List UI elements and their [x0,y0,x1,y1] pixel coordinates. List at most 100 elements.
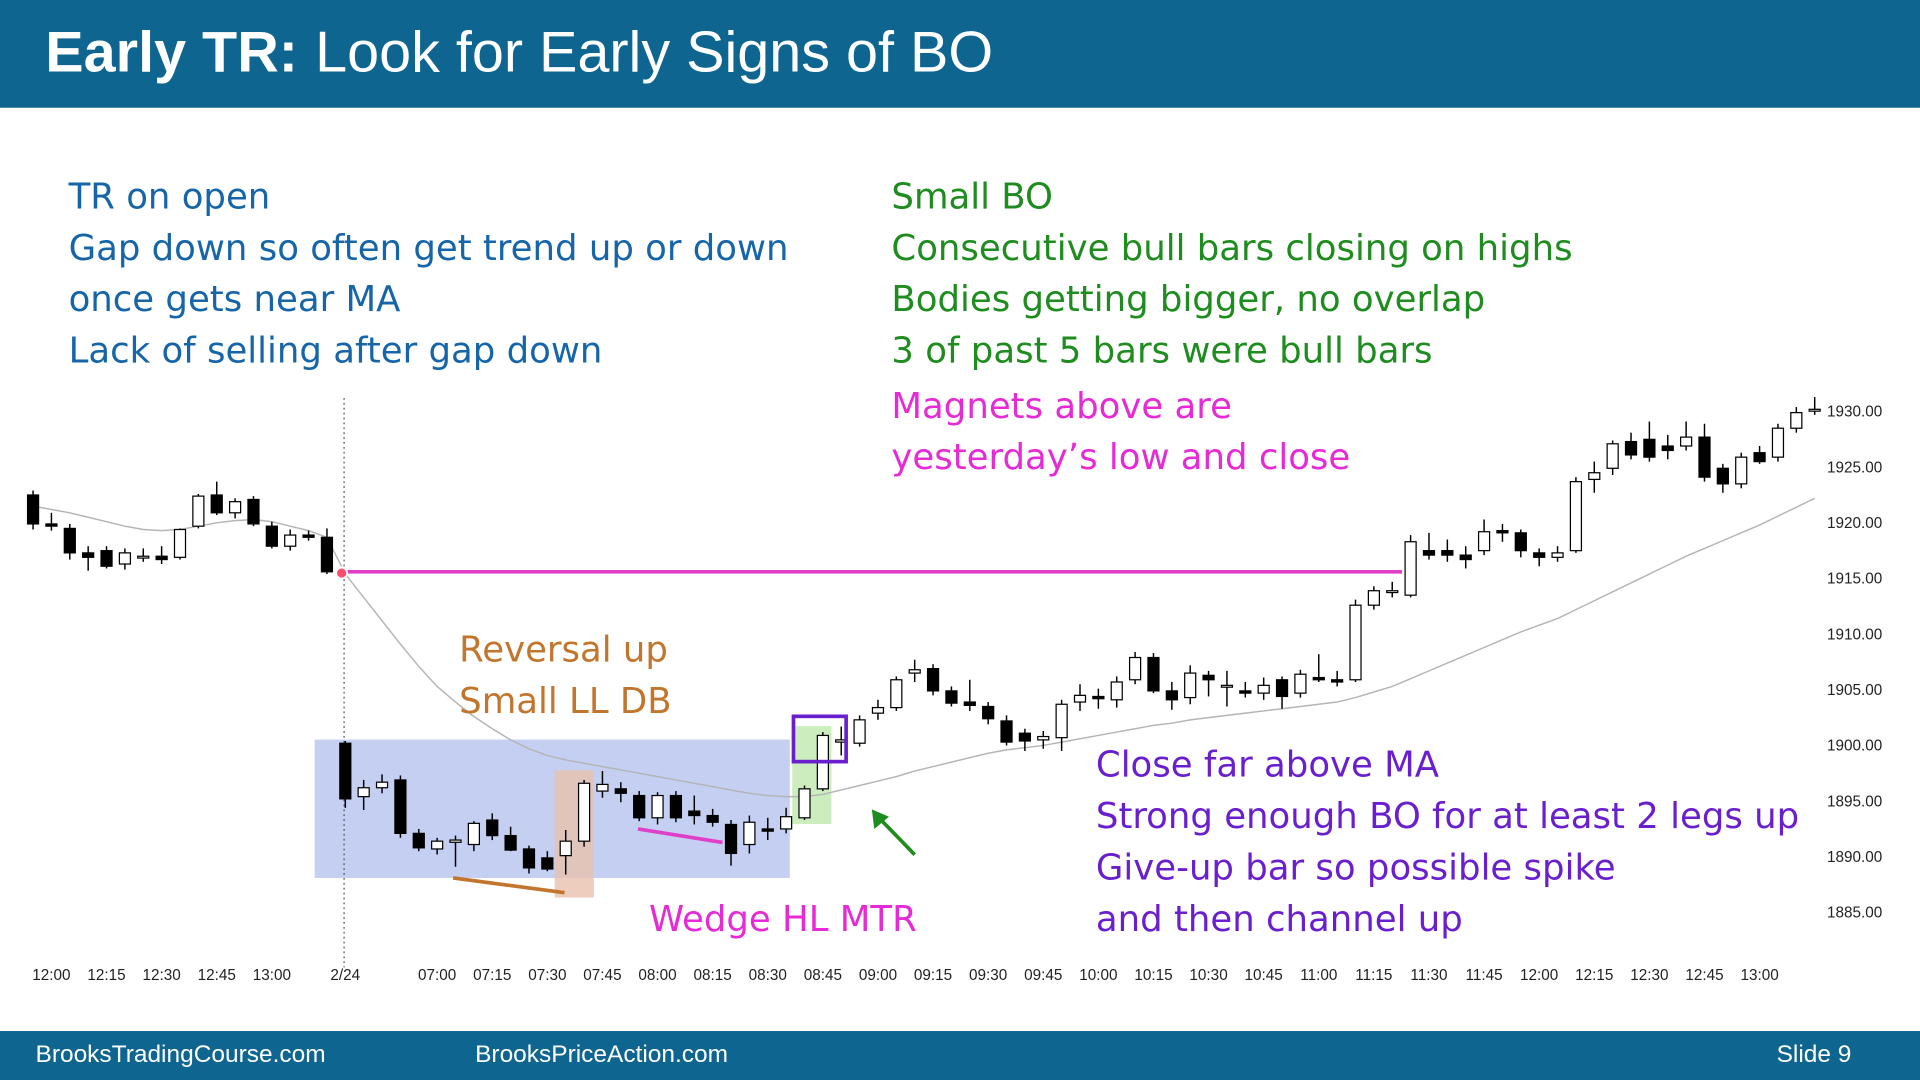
candle-body [1643,438,1656,458]
candle-body [1110,681,1123,701]
candle-body [1716,467,1729,485]
annotation-line: 3 of past 5 bars were bull bars [891,331,1432,372]
x-tick-label: 08:45 [804,967,842,984]
candle-body [26,494,40,525]
x-tick-label: 12:15 [87,967,125,984]
candle-body [926,668,940,692]
candle-body [1165,690,1178,701]
x-tick-label: 12:30 [1630,967,1668,984]
double-bottom-line [452,876,565,895]
candle-body [1661,445,1674,452]
candle-body [247,498,260,525]
candle-body [1441,550,1454,556]
y-tick-label: 1910.00 [1827,626,1882,643]
candle-body [1239,690,1252,694]
candle-body [890,679,903,709]
candle-body [1808,408,1821,412]
x-tick-label: 12:00 [32,967,70,984]
x-tick-label: 12:15 [1575,967,1613,984]
candle-body [504,834,517,851]
candle-body [1496,530,1509,534]
candle-body [1128,656,1142,681]
y-tick-label: 1920.00 [1827,515,1882,532]
arrow-head [871,809,889,829]
candle-body [118,552,132,565]
candle-body [45,523,58,527]
candle-body [1698,436,1711,478]
candle-body [339,742,352,800]
candle-body [1092,695,1105,700]
giveup-bar-box [791,714,848,764]
x-tick-label: 2/24 [330,967,360,984]
candle-body [1275,679,1289,698]
candle-body [173,528,187,558]
x-tick-label: 08:00 [638,967,676,984]
x-tick-label: 08:30 [749,967,787,984]
x-tick-label: 09:45 [1024,967,1062,984]
candle-body [596,783,609,792]
annotation-line: Gap down so often get trend up or down [69,228,789,269]
x-tick-label: 11:00 [1300,967,1337,984]
x-tick-label: 07:45 [583,967,621,984]
candle-body [724,823,738,855]
candle-body [394,779,407,834]
candle-body [1790,412,1803,429]
annotation-line: Wedge HL MTR [649,899,917,940]
footer-left: BrooksTradingCourse.com [36,1041,326,1068]
candle-body [412,832,425,849]
candle-body [1184,672,1197,699]
candle-body [1147,656,1160,692]
candle-body [761,828,774,832]
candle-body [1055,703,1068,739]
candle-body [431,840,444,850]
candle-body [1459,554,1472,561]
range-box [314,739,790,878]
candle-body [963,701,976,706]
candle-body [577,782,591,842]
candle-body [155,555,168,561]
annotation-line: Small BO [891,176,1053,217]
y-tick-label: 1890.00 [1827,849,1882,866]
candle-body [1680,436,1693,447]
candle-body [1331,679,1344,683]
candle-body [982,705,995,720]
candle-body [1735,456,1748,485]
candle-body [1588,472,1601,481]
x-tick-label: 07:00 [418,967,456,984]
candle-body [210,494,223,514]
candle-body [1569,481,1583,552]
x-tick-label: 10:15 [1134,967,1172,984]
x-tick-label: 12:45 [198,967,236,984]
x-tick-label: 13:00 [253,967,291,984]
candle-body [284,534,297,547]
candle-body [1312,676,1325,681]
y-tick-label: 1905.00 [1827,682,1882,699]
candle-body [302,534,315,538]
annotation-line: Bodies getting bigger, no overlap [891,279,1485,320]
y-tick-label: 1925.00 [1827,459,1882,476]
candle-body [1624,440,1638,456]
annotation-line: Consecutive bull bars closing on highs [891,228,1572,269]
candle-body [1202,674,1215,681]
candle-body [100,550,113,567]
candle-body [375,781,389,789]
candle-body [1771,427,1785,458]
x-tick-label: 12:00 [1520,967,1558,984]
candle-body [1514,532,1527,552]
candle-body [706,814,719,823]
candle-body [1073,694,1087,703]
annotation-line: and then channel up [1096,899,1463,940]
x-tick-label: 12:30 [142,967,180,984]
candle-body [320,536,334,573]
candle-body [1422,550,1436,556]
x-tick-label: 09:15 [914,967,952,984]
annotation-line: Reversal up [459,629,668,670]
x-tick-label: 09:00 [859,967,897,984]
x-tick-label: 13:00 [1740,967,1778,984]
candle-body [1037,735,1050,741]
candle-body [651,794,664,819]
candle-body [1018,732,1032,742]
candle-body [798,788,811,819]
candle-body [1367,590,1380,606]
candle-body [871,706,885,714]
